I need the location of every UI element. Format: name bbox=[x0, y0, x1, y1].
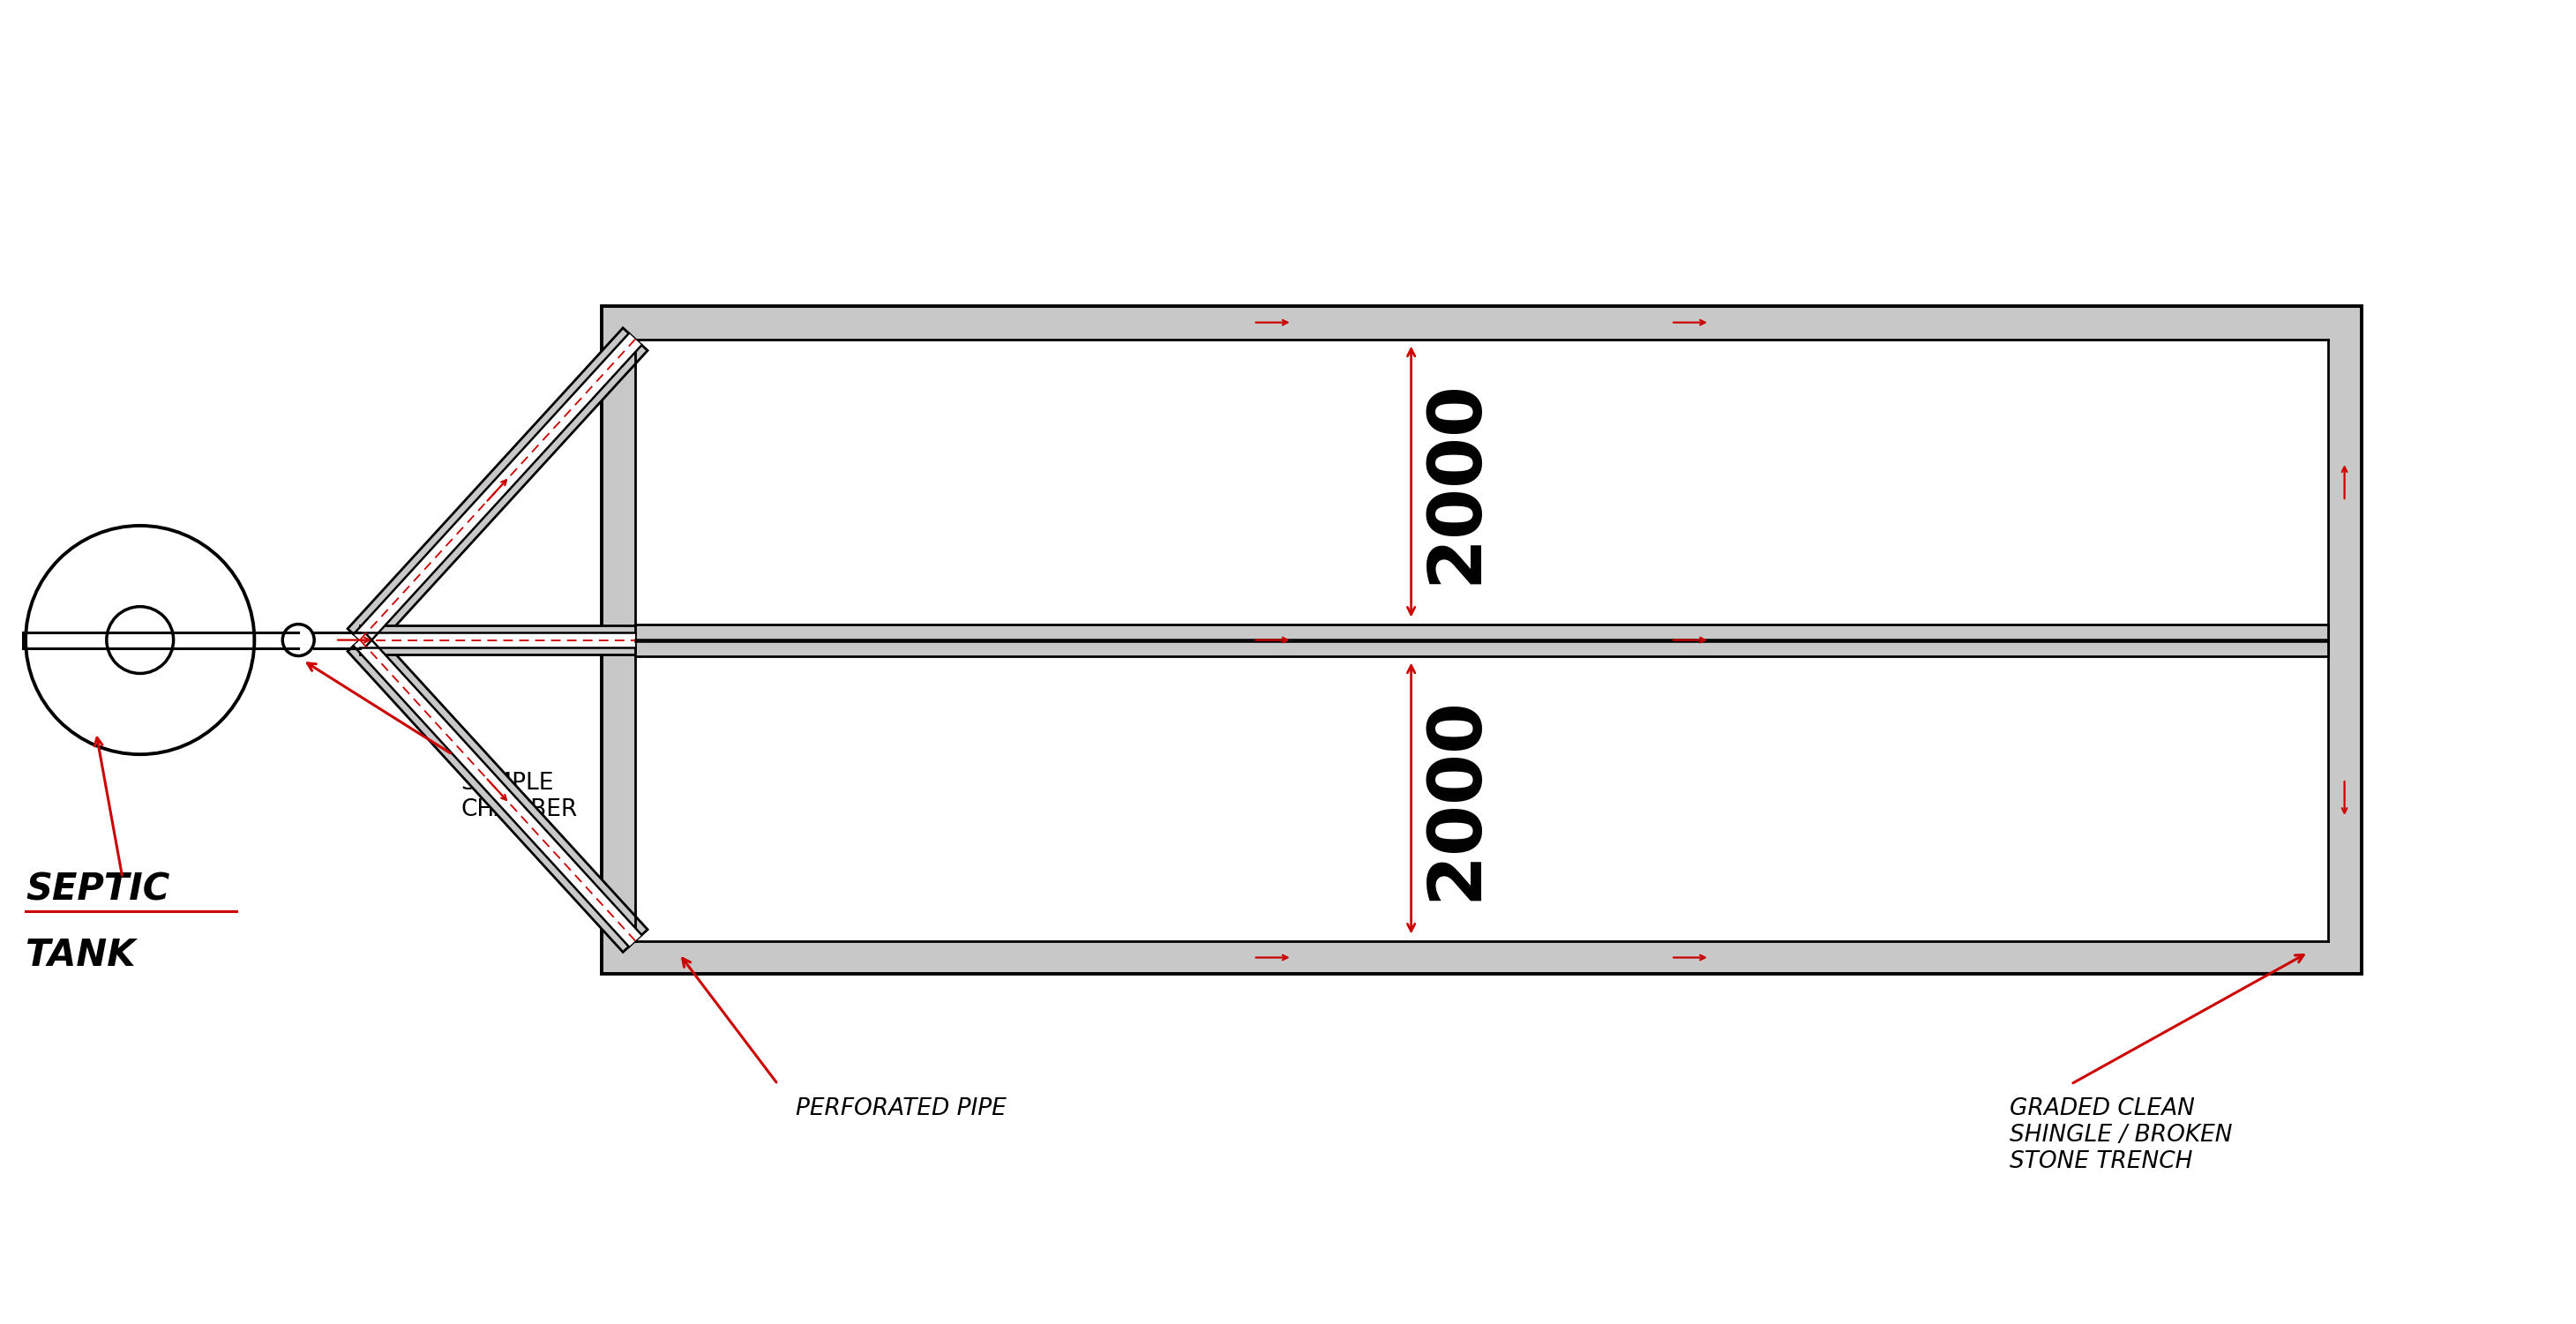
Text: SAMPLE
CHAMBER: SAMPLE CHAMBER bbox=[461, 772, 577, 821]
Polygon shape bbox=[353, 634, 641, 947]
Polygon shape bbox=[353, 334, 641, 646]
Text: TANK: TANK bbox=[26, 937, 137, 974]
Bar bbox=[639, 639, 2324, 641]
Text: 2000: 2000 bbox=[1419, 380, 1492, 584]
Polygon shape bbox=[361, 633, 636, 647]
Bar bbox=[603, 306, 2362, 974]
Polygon shape bbox=[361, 626, 636, 654]
Text: PERFORATED PIPE: PERFORATED PIPE bbox=[796, 1098, 1007, 1120]
Text: GRADED CLEAN
SHINGLE / BROKEN
STONE TRENCH: GRADED CLEAN SHINGLE / BROKEN STONE TREN… bbox=[2009, 1098, 2231, 1173]
Text: SEPTIC: SEPTIC bbox=[26, 871, 170, 908]
Bar bbox=[636, 624, 2329, 655]
Polygon shape bbox=[348, 629, 647, 952]
Bar bbox=[636, 339, 2329, 941]
Polygon shape bbox=[348, 328, 647, 651]
Text: 2000: 2000 bbox=[1419, 696, 1492, 900]
